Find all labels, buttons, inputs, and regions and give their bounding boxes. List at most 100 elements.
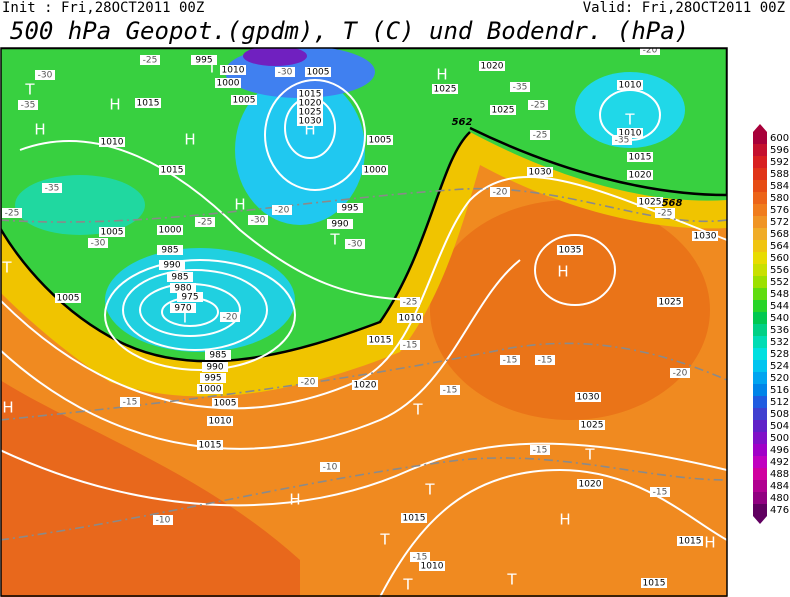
color-swatch <box>753 468 767 480</box>
label-box <box>528 100 548 110</box>
color-swatch <box>753 408 767 420</box>
colorbar-label: 500 <box>770 433 789 444</box>
label-box <box>272 205 292 215</box>
isobar-label: 1010 <box>619 81 642 91</box>
label-box <box>397 313 423 323</box>
color-swatch <box>753 456 767 468</box>
label-box <box>297 89 323 99</box>
temperature-label: -20 <box>643 46 658 56</box>
colorbar-label: 484 <box>770 481 789 492</box>
label-box <box>367 135 393 145</box>
label-box <box>120 397 140 407</box>
temperature-label: -30 <box>251 216 266 226</box>
isobar-label: 1020 <box>299 99 322 109</box>
colorbar-label: 524 <box>770 361 789 372</box>
label-box <box>670 368 690 378</box>
temperature-label: -20 <box>275 206 290 216</box>
colorbar-label: 600 <box>770 133 789 144</box>
label-box <box>195 217 215 227</box>
temperature-label: -30 <box>278 68 293 78</box>
pressure-center: H <box>184 131 195 149</box>
temperature-label: -20 <box>223 313 238 323</box>
label-box <box>220 65 246 75</box>
isobar-label: 1015 <box>629 153 652 163</box>
temperature-label: -15 <box>403 341 418 351</box>
temperature-label: -35 <box>513 83 528 93</box>
isobar-label: 1025 <box>299 108 322 118</box>
isobar-label: 1015 <box>137 99 160 109</box>
isobar-label: 1000 <box>364 166 387 176</box>
isobar-label: 990 <box>206 363 223 373</box>
temperature-label: -15 <box>653 488 668 498</box>
init-time: Init : Fri,28OCT2011 00Z <box>2 0 204 16</box>
colorbar: 6005965925885845805765725685645605565525… <box>753 124 789 524</box>
colorbar-label: 576 <box>770 205 789 216</box>
color-swatch <box>753 372 767 384</box>
label-box <box>135 98 161 108</box>
label-box <box>99 227 125 237</box>
isobar-label: 1030 <box>529 168 552 178</box>
label-box <box>410 552 430 562</box>
colorbar-bottom-tip <box>753 516 767 524</box>
isobar-label: 1010 <box>619 129 642 139</box>
color-swatch <box>753 216 767 228</box>
temperature-label: -35 <box>21 101 36 111</box>
isobar-label: 985 <box>161 246 178 256</box>
colorbar-label: 476 <box>770 505 789 516</box>
pressure-center: T <box>179 309 190 327</box>
isobar-label: 995 <box>195 56 212 66</box>
isobar-label: 1020 <box>579 480 602 490</box>
isobar-label: 970 <box>174 304 191 314</box>
label-box <box>191 55 217 65</box>
colorbar-label: 540 <box>770 313 789 324</box>
isobar-label: 1025 <box>639 198 662 208</box>
temperature-label: -15 <box>503 356 518 366</box>
temperature-label: -25 <box>403 298 418 308</box>
label-box <box>530 445 550 455</box>
label-box <box>401 513 427 523</box>
colorbar-label: 488 <box>770 469 789 480</box>
temperature-label: -35 <box>45 184 60 194</box>
colorbar-label: 588 <box>770 169 789 180</box>
pressure-center: H <box>559 511 570 529</box>
colorbar-label: 580 <box>770 193 789 204</box>
isobar-label: 1015 <box>299 90 322 100</box>
temperature-label: -10 <box>323 463 338 473</box>
color-swatch <box>753 192 767 204</box>
label-box <box>2 208 22 218</box>
pressure-center: T <box>1 259 12 277</box>
label-box <box>500 355 520 365</box>
colorbar-label: 496 <box>770 445 789 456</box>
colorbar-label: 492 <box>770 457 789 468</box>
color-swatch <box>753 360 767 372</box>
label-box <box>617 80 643 90</box>
isobar-label: 1000 <box>159 226 182 236</box>
pressure-center: H <box>704 534 715 552</box>
label-box <box>99 137 125 147</box>
isobar-label: 990 <box>163 261 180 271</box>
isobar-label: 1025 <box>492 106 515 116</box>
pressure-center: T <box>206 59 217 77</box>
label-box <box>400 340 420 350</box>
isobar-label: 1015 <box>679 537 702 547</box>
isobar-label: 1020 <box>629 171 652 181</box>
label-box <box>641 578 667 588</box>
colorbar-label: 548 <box>770 289 789 300</box>
color-swatch <box>753 240 767 252</box>
color-swatch <box>753 384 767 396</box>
label-box <box>140 55 160 65</box>
color-swatch <box>753 312 767 324</box>
geopotential-label: 562 <box>452 117 473 128</box>
label-box <box>170 283 196 293</box>
label-box <box>490 105 516 115</box>
isobar-label: 1015 <box>369 336 392 346</box>
label-box <box>42 183 62 193</box>
temperature-label: -10 <box>156 516 171 526</box>
label-box <box>297 107 323 117</box>
isobar-label: 1025 <box>659 298 682 308</box>
label-box <box>297 116 323 126</box>
colorbar-label: 552 <box>770 277 789 288</box>
temperature-label: -15 <box>443 386 458 396</box>
label-box <box>157 245 183 255</box>
label-box <box>205 350 231 360</box>
